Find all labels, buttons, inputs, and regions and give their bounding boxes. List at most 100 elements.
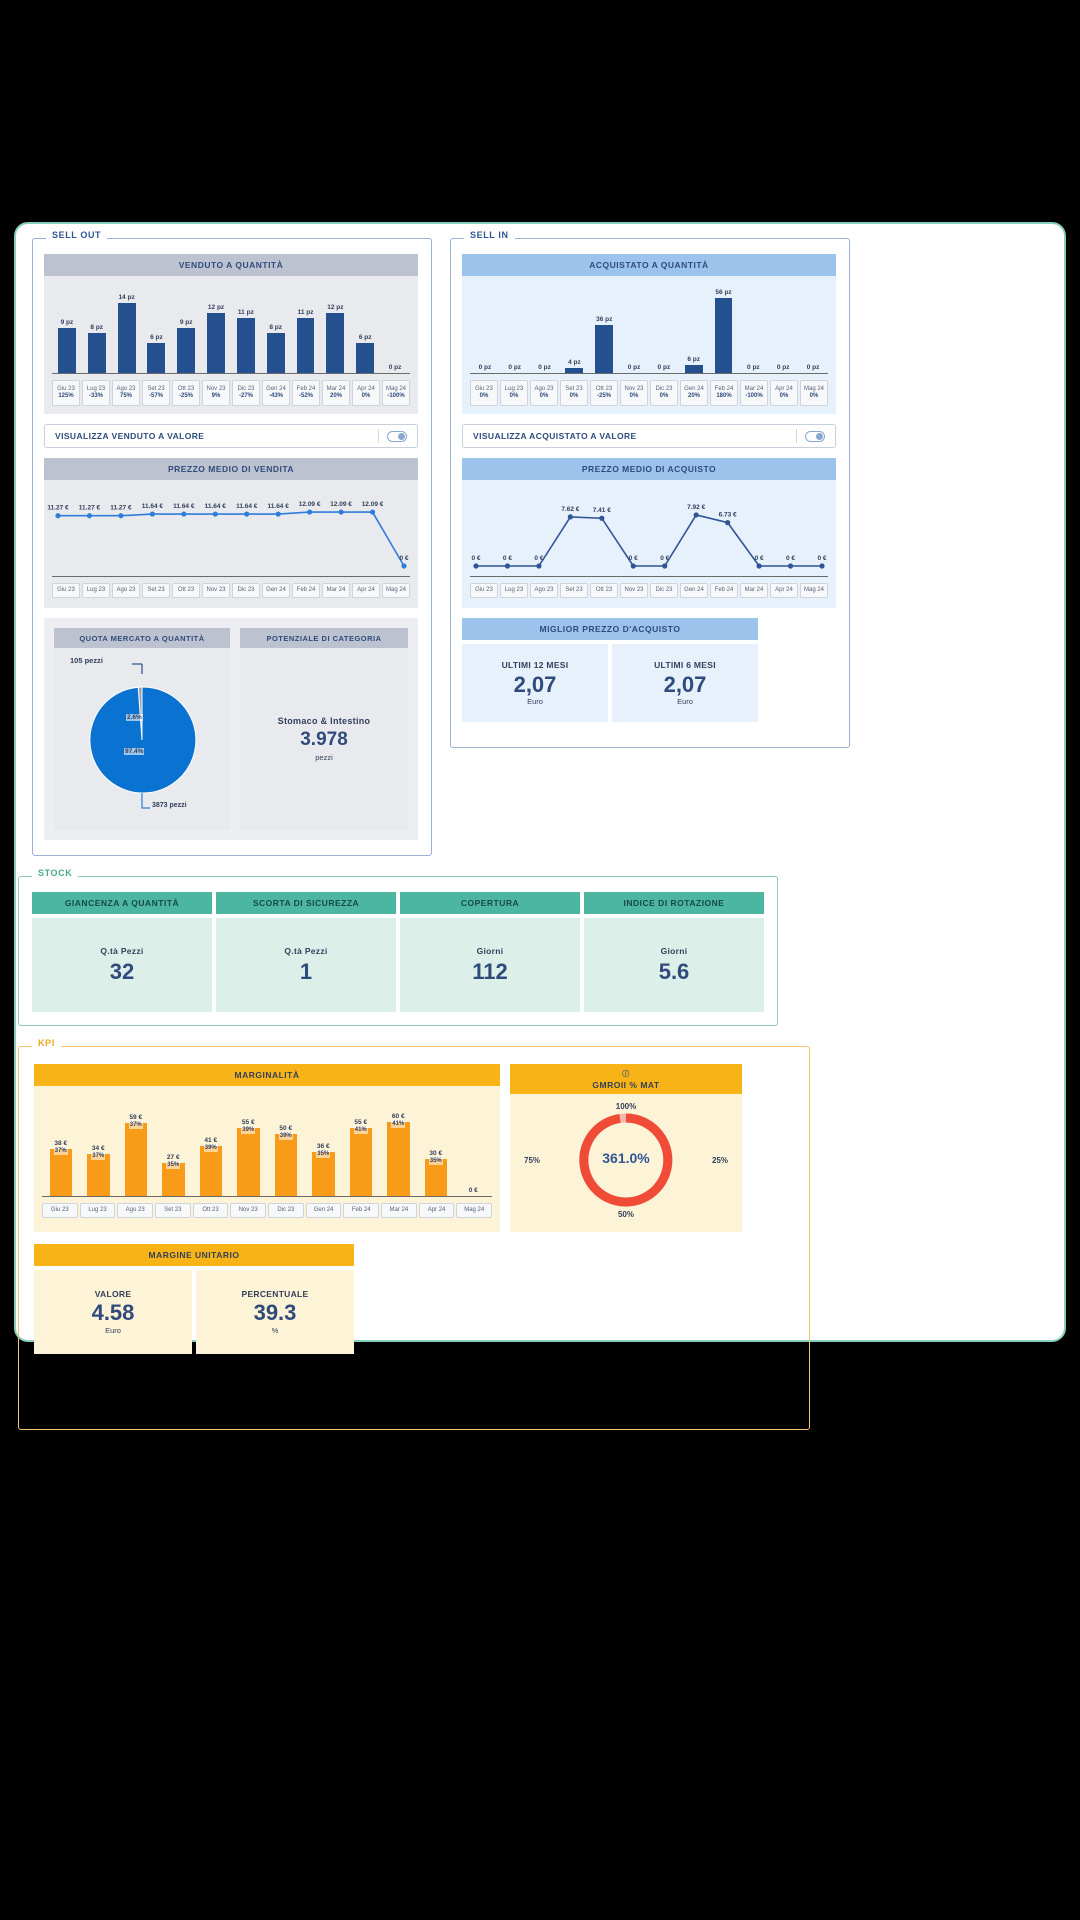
- card-potenziale-categoria: POTENZIALE DI CATEGORIA Stomaco & Intest…: [240, 628, 408, 830]
- toggle-acquistato-valore[interactable]: VISUALIZZA ACQUISTATO A VALORE: [462, 424, 836, 448]
- axis-chip: Dic 23 0%: [650, 380, 678, 406]
- bar-value-label: 8 pz: [269, 324, 283, 331]
- axis-chip: Feb 24: [343, 1203, 380, 1218]
- axis-month: Ott 23: [177, 385, 195, 392]
- stock-card-body: Giorni 5.6: [584, 918, 764, 1012]
- bar-value-label: 0 pz: [657, 364, 671, 371]
- line-value-label: 0 €: [534, 555, 543, 562]
- margine-label: VALORE: [94, 1289, 132, 1300]
- axis-variation: -100%: [387, 393, 405, 399]
- bar-column: 0 pz: [768, 288, 798, 373]
- axis-month: Giu 23: [50, 1206, 69, 1213]
- bar-value-label: 0 pz: [776, 364, 790, 371]
- line-value-label: 12.09 €: [330, 501, 352, 508]
- bar: 35%: [424, 1157, 447, 1196]
- axis-chip: Giu 23 125%: [52, 380, 80, 406]
- card-margine-title: MARGINE UNITARIO: [34, 1244, 354, 1266]
- chart-acquistato-bars: 0 pz 0 pz 0 pz 4 pz 36 pz 0 pz 0 pz 6 pz 56 pz 0 …: [470, 288, 828, 373]
- card-marginalita-body: 38 €37% 34 €37% 59 €37% 27 €35% 41 €39% 55 €3…: [34, 1086, 500, 1232]
- bar-column: 8 pz: [261, 288, 291, 373]
- bar-percent-label: 37%: [128, 1121, 143, 1130]
- line-path: [476, 514, 822, 567]
- axis-chip: Lug 23: [82, 583, 110, 598]
- bar-value-label: 12 pz: [327, 304, 344, 311]
- card-acquistato-title: ACQUISTATO A QUANTITÀ: [462, 254, 836, 276]
- bar-column: 59 €37%: [117, 1098, 155, 1196]
- bar-percent-label: 39%: [241, 1126, 256, 1135]
- chart-marginalita-baseline: [42, 1196, 492, 1197]
- axis-chip: Feb 24: [292, 583, 320, 598]
- axis-month: Gen 24: [684, 385, 704, 392]
- bar: 39%: [237, 1126, 260, 1196]
- line-value-label: 0 €: [471, 555, 480, 562]
- axis-chip: Ott 23 -25%: [172, 380, 200, 406]
- axis-chip: Gen 24: [305, 1203, 342, 1218]
- axis-chip: Apr 24 0%: [770, 380, 798, 406]
- bar-column: 0 pz: [798, 288, 828, 373]
- potenziale-unit: pezzi: [315, 753, 333, 763]
- margine-unit: %: [271, 1325, 279, 1335]
- line-value-label: 6.73 €: [719, 512, 737, 519]
- info-icon[interactable]: ⓘ: [622, 1070, 630, 1078]
- axis-chip: Ott 23 -25%: [590, 380, 618, 406]
- axis-chip: Dic 23: [650, 583, 678, 598]
- axis-month: Ago 23: [116, 385, 136, 392]
- axis-month: Lug 23: [504, 385, 524, 392]
- bar-column: 55 €41%: [342, 1098, 380, 1196]
- chart-prezzo-vendita-line: 11.27 € 11.27 € 11.27 € 11.64 € 11.64 € 11.64…: [47, 501, 409, 569]
- bar-value-label: 59 €: [129, 1114, 143, 1122]
- potenziale-value: 3.978: [300, 728, 348, 750]
- axis-variation: -100%: [745, 393, 763, 399]
- toggle-venduto-valore[interactable]: VISUALIZZA VENDUTO A VALORE: [44, 424, 418, 448]
- line-point: [118, 513, 124, 519]
- bar: [565, 367, 584, 373]
- bar: [296, 318, 315, 373]
- line-point: [212, 511, 218, 517]
- margine-unit: Euro: [105, 1325, 121, 1335]
- bar-column: 38 €37%: [42, 1098, 80, 1196]
- gauge-label-bottom: 50%: [617, 1210, 634, 1219]
- bar-value-label: 0 €: [468, 1187, 478, 1194]
- axis-chip: Giu 23: [470, 583, 498, 598]
- line-value-label: 0 €: [503, 555, 512, 562]
- axis-month: Apr 24: [357, 385, 375, 392]
- line-point: [55, 513, 61, 519]
- margine-card: PERCENTUALE 39.3 %: [196, 1270, 354, 1354]
- axis-chip: Mag 24: [456, 1203, 493, 1218]
- line-value-label: 7.92 €: [687, 504, 705, 511]
- axis-variation: 9%: [211, 393, 221, 399]
- bar: 35%: [162, 1160, 185, 1196]
- toggle-switch-icon[interactable]: [805, 430, 825, 442]
- chart-venduto-baseline: [52, 373, 410, 374]
- axis-month: Feb 24: [296, 586, 316, 593]
- line-value-label: 7.62 €: [561, 506, 579, 513]
- margine-value: 4.58: [91, 1300, 135, 1326]
- axis-month: Nov 23: [206, 586, 226, 593]
- margine-label: PERCENTUALE: [241, 1289, 309, 1300]
- bar: [87, 333, 106, 373]
- toggle-switch-icon[interactable]: [387, 430, 407, 442]
- axis-variation: -25%: [178, 393, 193, 399]
- axis-variation: 0%: [361, 393, 371, 399]
- axis-variation: 180%: [716, 393, 732, 399]
- bar-value-label: 27 €: [166, 1153, 180, 1161]
- stock-card-body: Q.tà Pezzi 32: [32, 918, 212, 1012]
- line-path: [58, 511, 405, 567]
- axis-chip: Apr 24: [418, 1203, 455, 1218]
- dashboard-page: SELL OUT VENDUTO A QUANTITÀ 9 pz 8 pz 14 p…: [14, 222, 1066, 1430]
- axis-chip: Set 23 -57%: [142, 380, 170, 406]
- bar-value-label: 30 €: [429, 1150, 443, 1158]
- bar-column: 0 pz: [380, 288, 410, 373]
- axis-month: Mar 24: [326, 385, 346, 392]
- axis-chip: Dic 23: [268, 1203, 304, 1218]
- axis-month: Apr 24: [427, 1206, 446, 1213]
- bar-value-label: 9 pz: [60, 319, 74, 326]
- axis-month: Nov 23: [238, 1206, 258, 1213]
- axis-chip: Ott 23: [192, 1203, 229, 1218]
- axis-chip: Gen 24 -43%: [262, 380, 290, 406]
- axis-month: Nov 23: [206, 385, 226, 392]
- axis-month: Giu 23: [57, 586, 75, 593]
- bar-value-label: 0 pz: [538, 364, 551, 371]
- axis-month: Mag 24: [803, 586, 824, 593]
- bar-value-label: 11 pz: [237, 309, 254, 316]
